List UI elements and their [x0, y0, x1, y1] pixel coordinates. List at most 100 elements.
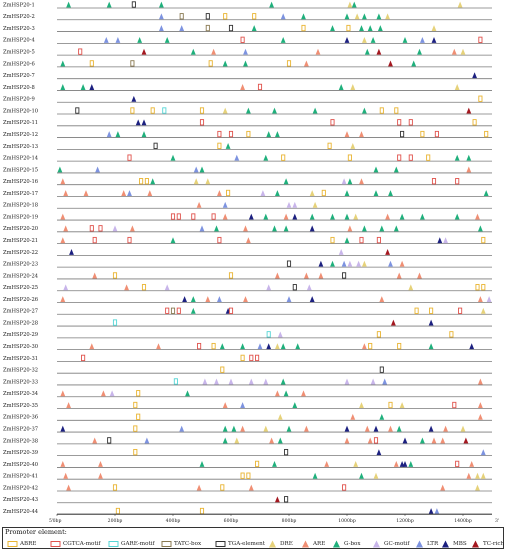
mbs-marker	[69, 248, 74, 255]
gene-row: ZmHSP20-10	[3, 107, 492, 114]
g-box-marker	[57, 166, 63, 173]
g-box-marker	[286, 425, 292, 432]
dre-marker	[222, 107, 228, 114]
g-box-marker	[420, 213, 425, 220]
are-marker	[98, 472, 103, 479]
dre-marker	[362, 260, 367, 267]
legend-label: DRE	[280, 540, 293, 547]
tga-element-marker	[292, 284, 297, 291]
are-marker	[318, 272, 324, 279]
mbs-marker	[60, 425, 66, 432]
are-marker	[451, 48, 457, 55]
abre-marker	[136, 413, 141, 420]
mbs-swatch	[442, 540, 449, 547]
legend-item-gc-motif: GC-motif	[371, 539, 409, 548]
ltr-marker	[234, 154, 240, 161]
dre-marker	[373, 472, 379, 479]
gc-motif-marker	[356, 260, 361, 267]
are-marker	[344, 437, 350, 444]
gc-motif-marker	[341, 178, 347, 185]
are-marker	[304, 425, 309, 432]
g-box-marker	[170, 237, 176, 244]
are-marker	[60, 178, 66, 185]
gene-label: ZmHSP20-4	[3, 38, 35, 44]
abre-marker	[484, 130, 489, 138]
gene-row: ZmHSP20-43	[3, 496, 492, 504]
mbs-marker	[344, 36, 350, 43]
dre-marker	[385, 13, 390, 20]
gene-row: ZmHSP20-25	[3, 284, 492, 292]
g-box-marker	[272, 225, 277, 232]
gene-label: ZmHSP20-12	[3, 132, 38, 138]
legend-item-tatc-box: TATC-box	[161, 539, 201, 548]
cgtca-motif-marker	[397, 119, 402, 126]
g-box-marker	[199, 166, 205, 173]
g-box-marker	[364, 48, 370, 55]
g-box-marker	[240, 343, 245, 350]
mbs-marker	[469, 343, 475, 350]
gene-label: ZmHSP20-43	[3, 497, 38, 503]
tatc-box-swatch	[161, 540, 172, 547]
are-marker	[98, 461, 103, 467]
gene-row: ZmHSP20-11	[3, 119, 492, 127]
abre-marker	[133, 401, 138, 409]
gene-label: ZmHSP20-2	[3, 14, 35, 20]
dre-marker	[475, 472, 480, 479]
gene-label: ZmHSP20-9	[3, 97, 35, 103]
gare-motif-marker	[173, 378, 178, 385]
bp-axis: 0bp 200bp 400bp 600bp 800bp 1000bp 1200bp 1400b…	[49, 513, 499, 524]
g-box-marker	[393, 225, 399, 232]
ltr-marker	[480, 449, 486, 456]
gene-row: ZmHSP20-24	[3, 272, 492, 280]
gare-motif-marker	[266, 331, 271, 338]
are-marker	[431, 437, 437, 444]
ltr-marker	[382, 378, 388, 385]
mbs-marker	[89, 84, 95, 90]
gene-row: ZmHSP20-8	[3, 83, 492, 91]
dre-marker	[205, 178, 211, 185]
g-box-marker	[280, 36, 286, 43]
gene-label: ZmHSP20-36	[3, 415, 38, 421]
mbs-marker	[318, 260, 324, 267]
dre-marker	[460, 425, 466, 432]
g-box-marker	[312, 107, 318, 114]
gc-motif-marker	[338, 248, 344, 255]
g-box-marker	[344, 213, 350, 220]
are-marker	[364, 425, 370, 432]
are-marker	[393, 461, 399, 467]
g-box-marker	[170, 154, 176, 161]
are-marker	[466, 472, 472, 479]
are-marker	[478, 378, 483, 385]
gc-motif-marker	[344, 378, 350, 385]
abre-marker	[388, 401, 393, 409]
abre-marker	[220, 366, 225, 373]
abre-marker	[115, 507, 120, 515]
legend-label: G-box	[344, 540, 361, 547]
g-box-marker	[330, 213, 335, 220]
gene-row: ZmHSP20-14	[3, 154, 492, 162]
dre-marker	[454, 84, 460, 90]
g-box-marker	[393, 166, 399, 173]
abre-marker	[141, 284, 147, 291]
ltr-marker	[144, 437, 150, 444]
dre-marker	[431, 25, 437, 32]
abre-marker	[150, 107, 155, 114]
are-marker	[275, 390, 280, 397]
g-box-marker	[379, 225, 385, 232]
dre-marker	[362, 36, 367, 43]
abre-marker	[481, 236, 486, 244]
gene-label: ZmHSP20-44	[3, 509, 39, 515]
tga-element-marker	[379, 366, 384, 373]
gene-label: ZmHSP20-24	[3, 273, 39, 279]
are-marker	[359, 131, 364, 138]
are-marker	[475, 213, 480, 220]
mbs-marker	[248, 213, 254, 220]
tga-element-marker	[131, 1, 136, 8]
dre-marker	[350, 142, 356, 149]
legend-item-dre: DRE	[267, 539, 293, 548]
axis-tick-label: 400bp	[166, 518, 181, 524]
g-box-marker	[272, 461, 277, 467]
g-box-marker	[246, 107, 251, 114]
ltr-marker	[434, 508, 440, 515]
legend-item-abre: ABRE	[7, 539, 36, 548]
